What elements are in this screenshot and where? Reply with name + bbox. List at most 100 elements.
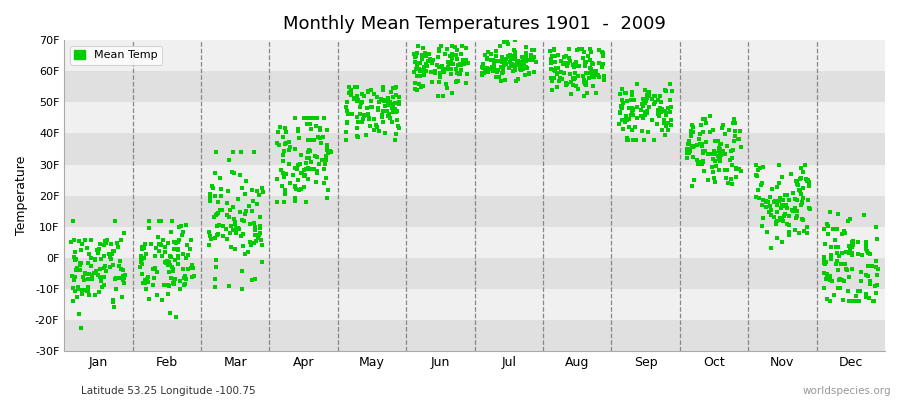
Point: [495, 58, 509, 64]
Point: [443, 53, 457, 59]
Point: [661, 105, 675, 111]
Point: [734, 144, 748, 150]
Point: [577, 77, 591, 83]
Point: [835, 277, 850, 284]
Point: [227, 170, 241, 176]
Point: [865, 263, 879, 269]
Point: [90, 246, 104, 253]
Point: [572, 46, 586, 53]
Point: [481, 48, 495, 55]
Point: [208, 284, 222, 291]
Point: [82, 292, 96, 298]
Point: [629, 136, 643, 143]
Point: [784, 171, 798, 177]
Point: [321, 147, 336, 154]
Point: [508, 37, 522, 43]
Point: [171, 253, 185, 260]
Point: [796, 194, 810, 201]
Point: [158, 244, 172, 250]
Point: [367, 91, 382, 97]
Point: [504, 61, 518, 67]
Point: [274, 166, 288, 173]
Point: [832, 284, 847, 291]
Point: [109, 286, 123, 292]
Point: [769, 221, 783, 228]
Point: [491, 58, 506, 64]
Point: [682, 138, 697, 144]
Point: [250, 188, 265, 194]
Point: [231, 225, 246, 231]
Point: [81, 284, 95, 290]
Point: [591, 47, 606, 54]
Point: [800, 178, 814, 184]
Point: [546, 46, 561, 53]
Point: [175, 232, 189, 238]
Point: [414, 84, 428, 91]
Point: [170, 246, 184, 253]
Point: [842, 246, 857, 253]
Point: [664, 104, 679, 111]
Point: [297, 115, 311, 121]
Point: [74, 260, 88, 266]
Point: [802, 205, 816, 211]
Point: [560, 81, 574, 88]
Point: [135, 256, 149, 263]
Point: [718, 151, 733, 157]
Point: [550, 71, 564, 77]
Point: [415, 56, 429, 62]
Point: [186, 273, 201, 280]
Point: [279, 171, 293, 177]
Point: [640, 91, 654, 98]
Point: [817, 270, 832, 276]
Point: [282, 147, 296, 154]
Point: [503, 59, 517, 65]
Point: [770, 218, 785, 224]
Point: [378, 103, 392, 109]
Point: [248, 149, 262, 155]
Point: [789, 215, 804, 221]
Point: [152, 241, 166, 247]
Point: [310, 134, 325, 140]
Point: [764, 185, 778, 192]
Point: [361, 111, 375, 117]
Point: [832, 276, 847, 282]
Point: [156, 237, 170, 243]
Point: [796, 216, 811, 223]
Point: [636, 96, 651, 102]
Point: [486, 57, 500, 63]
Point: [377, 130, 392, 136]
Point: [823, 209, 837, 215]
Point: [347, 84, 362, 90]
Point: [391, 123, 405, 129]
Point: [653, 93, 668, 100]
Point: [374, 112, 389, 118]
Point: [478, 52, 492, 58]
Point: [203, 198, 218, 204]
Point: [372, 128, 386, 134]
Point: [133, 264, 148, 270]
Point: [770, 209, 785, 216]
Point: [713, 146, 727, 153]
Point: [351, 118, 365, 125]
Point: [859, 246, 873, 252]
Point: [246, 198, 260, 204]
Point: [256, 189, 270, 195]
Point: [831, 244, 845, 250]
Point: [70, 294, 85, 300]
Point: [164, 254, 178, 260]
Point: [303, 126, 318, 132]
Point: [665, 88, 680, 94]
Text: worldspecies.org: worldspecies.org: [803, 386, 891, 396]
Point: [788, 204, 803, 211]
Point: [94, 256, 108, 262]
Point: [392, 124, 406, 131]
Point: [382, 99, 397, 105]
Point: [256, 185, 270, 191]
Point: [568, 75, 582, 82]
Point: [91, 272, 105, 279]
Point: [287, 115, 302, 121]
Point: [252, 214, 266, 221]
Point: [629, 104, 643, 110]
Point: [184, 237, 198, 244]
Point: [84, 263, 98, 270]
